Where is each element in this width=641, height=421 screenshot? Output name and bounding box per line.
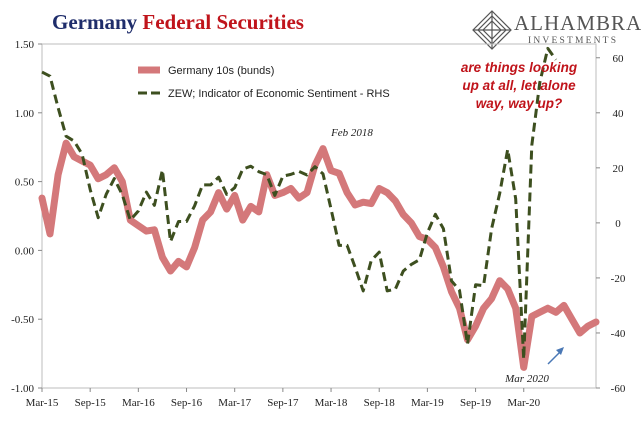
x-tick-label: Sep-17: [267, 397, 299, 409]
x-tick-label: Sep-16: [171, 397, 203, 409]
y-right-tick-label: 40: [613, 108, 625, 120]
brand-logo: ALHAMBRA INVESTMENTS: [468, 8, 641, 52]
y-left-tick-label: -1.00: [11, 383, 34, 395]
x-tick-label: Sep-19: [460, 397, 492, 409]
y-left-tick-label: 1.00: [15, 108, 35, 120]
annotation-feb-2018: Feb 2018: [330, 127, 373, 139]
x-tick-label: Mar-17: [218, 397, 251, 409]
y-right-tick-label: 20: [613, 163, 625, 175]
chart-title-part1: Germany: [52, 10, 138, 34]
chart-title-part2: Federal Securities: [142, 10, 304, 34]
annotation-question-line: up at all, let alone: [462, 78, 576, 93]
annotation-question-line: way, way up?: [476, 96, 563, 111]
annotation-mar-2020: Mar 2020: [504, 373, 549, 385]
series-bunds-line: [38, 139, 600, 371]
y-right-tick-label: -60: [611, 383, 626, 395]
x-tick-label: Mar-19: [411, 397, 444, 409]
plot-frame: [41, 43, 597, 389]
x-tick-label: Mar-15: [26, 397, 59, 409]
legend-bunds-label: Germany 10s (bunds): [168, 65, 274, 77]
x-tick-label: Mar-18: [315, 397, 348, 409]
y-left-tick-label: 0.00: [15, 245, 35, 257]
y-right-tick-label: 0: [615, 218, 621, 230]
y-left-tick-label: 1.50: [15, 39, 35, 51]
y-right-tick-label: 60: [613, 53, 625, 65]
x-tick-label: Sep-15: [75, 397, 107, 409]
annotation-arrowhead: [556, 347, 564, 355]
legend-zew-label: ZEW; Indicator of Economic Sentiment - R…: [168, 88, 390, 100]
chart-title: Germany Federal Securities: [52, 10, 304, 35]
x-tick-label: Mar-16: [122, 397, 155, 409]
logo-diamond-icon: [472, 10, 512, 50]
annotation-question-line: are things looking: [461, 60, 578, 75]
series-zew-line: [41, 46, 558, 361]
x-tick-label: Mar-20: [507, 397, 540, 409]
logo-name: ALHAMBRA: [514, 11, 641, 35]
y-left-tick-label: -0.50: [11, 314, 34, 326]
x-tick-label: Sep-18: [364, 397, 396, 409]
logo-subtitle: INVESTMENTS: [528, 36, 619, 46]
y-left-tick-label: 0.50: [15, 177, 35, 189]
y-right-tick-label: -20: [611, 273, 626, 285]
y-right-tick-label: -40: [611, 328, 626, 340]
